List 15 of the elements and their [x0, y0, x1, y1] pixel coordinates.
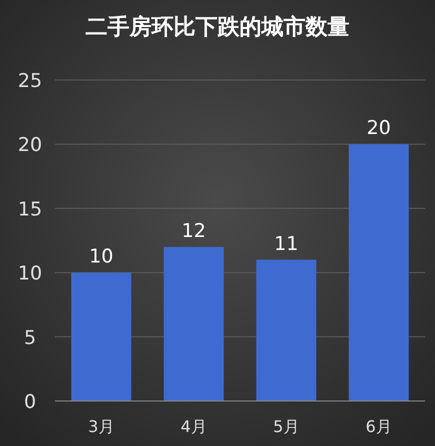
x-tick-label: 6月	[366, 417, 392, 436]
data-label: 10	[89, 246, 114, 268]
x-tick-label: 3月	[88, 417, 114, 436]
data-label: 11	[274, 232, 298, 255]
data-label: 20	[366, 117, 391, 140]
y-tick-label: 10	[18, 262, 42, 285]
y-tick-label: 20	[18, 134, 42, 156]
y-tick-label: 0	[24, 391, 36, 413]
x-tick-label: 4月	[180, 417, 207, 436]
y-tick-label: 5	[24, 326, 36, 349]
y-tick-label: 25	[18, 70, 42, 92]
chart-title: 二手房环比下跌的城市数量	[86, 14, 350, 40]
y-tick-label: 15	[18, 198, 42, 220]
x-tick-label: 5月	[273, 417, 300, 436]
data-label: 12	[182, 220, 206, 242]
